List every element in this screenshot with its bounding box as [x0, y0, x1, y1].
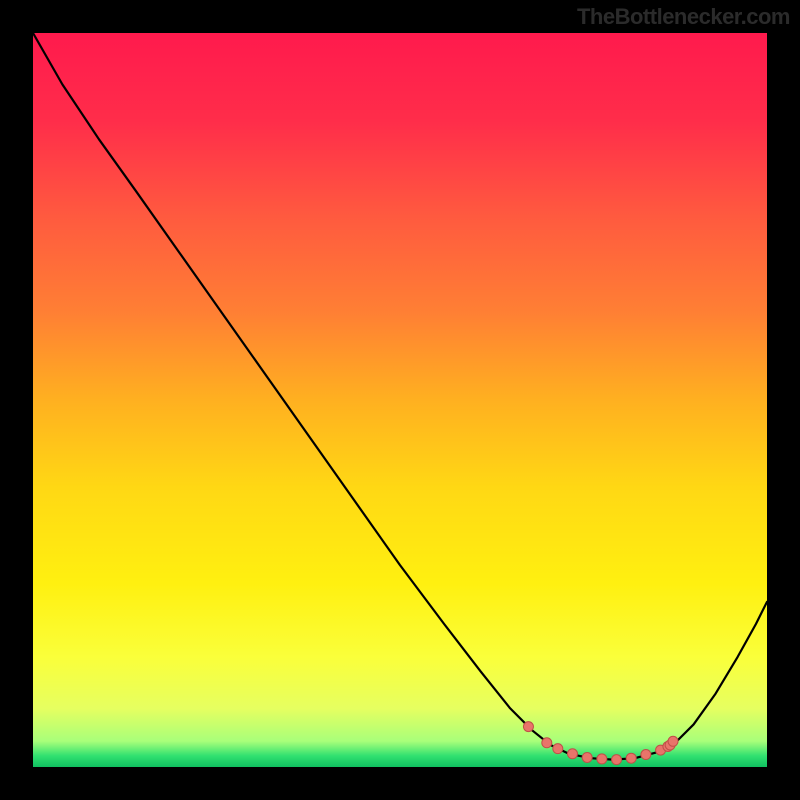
watermark-label: TheBottlenecker.com — [577, 4, 790, 30]
marker-point — [582, 752, 592, 762]
marker-point — [668, 736, 678, 746]
marker-point — [641, 750, 651, 760]
marker-point — [567, 749, 577, 759]
bottleneck-curve-chart — [0, 0, 800, 800]
marker-point — [626, 753, 636, 763]
marker-point — [612, 755, 622, 765]
chart-container: TheBottlenecker.com — [0, 0, 800, 800]
marker-point — [597, 754, 607, 764]
marker-point — [542, 738, 552, 748]
plot-background — [33, 33, 767, 767]
marker-point — [553, 744, 563, 754]
marker-point — [523, 722, 533, 732]
